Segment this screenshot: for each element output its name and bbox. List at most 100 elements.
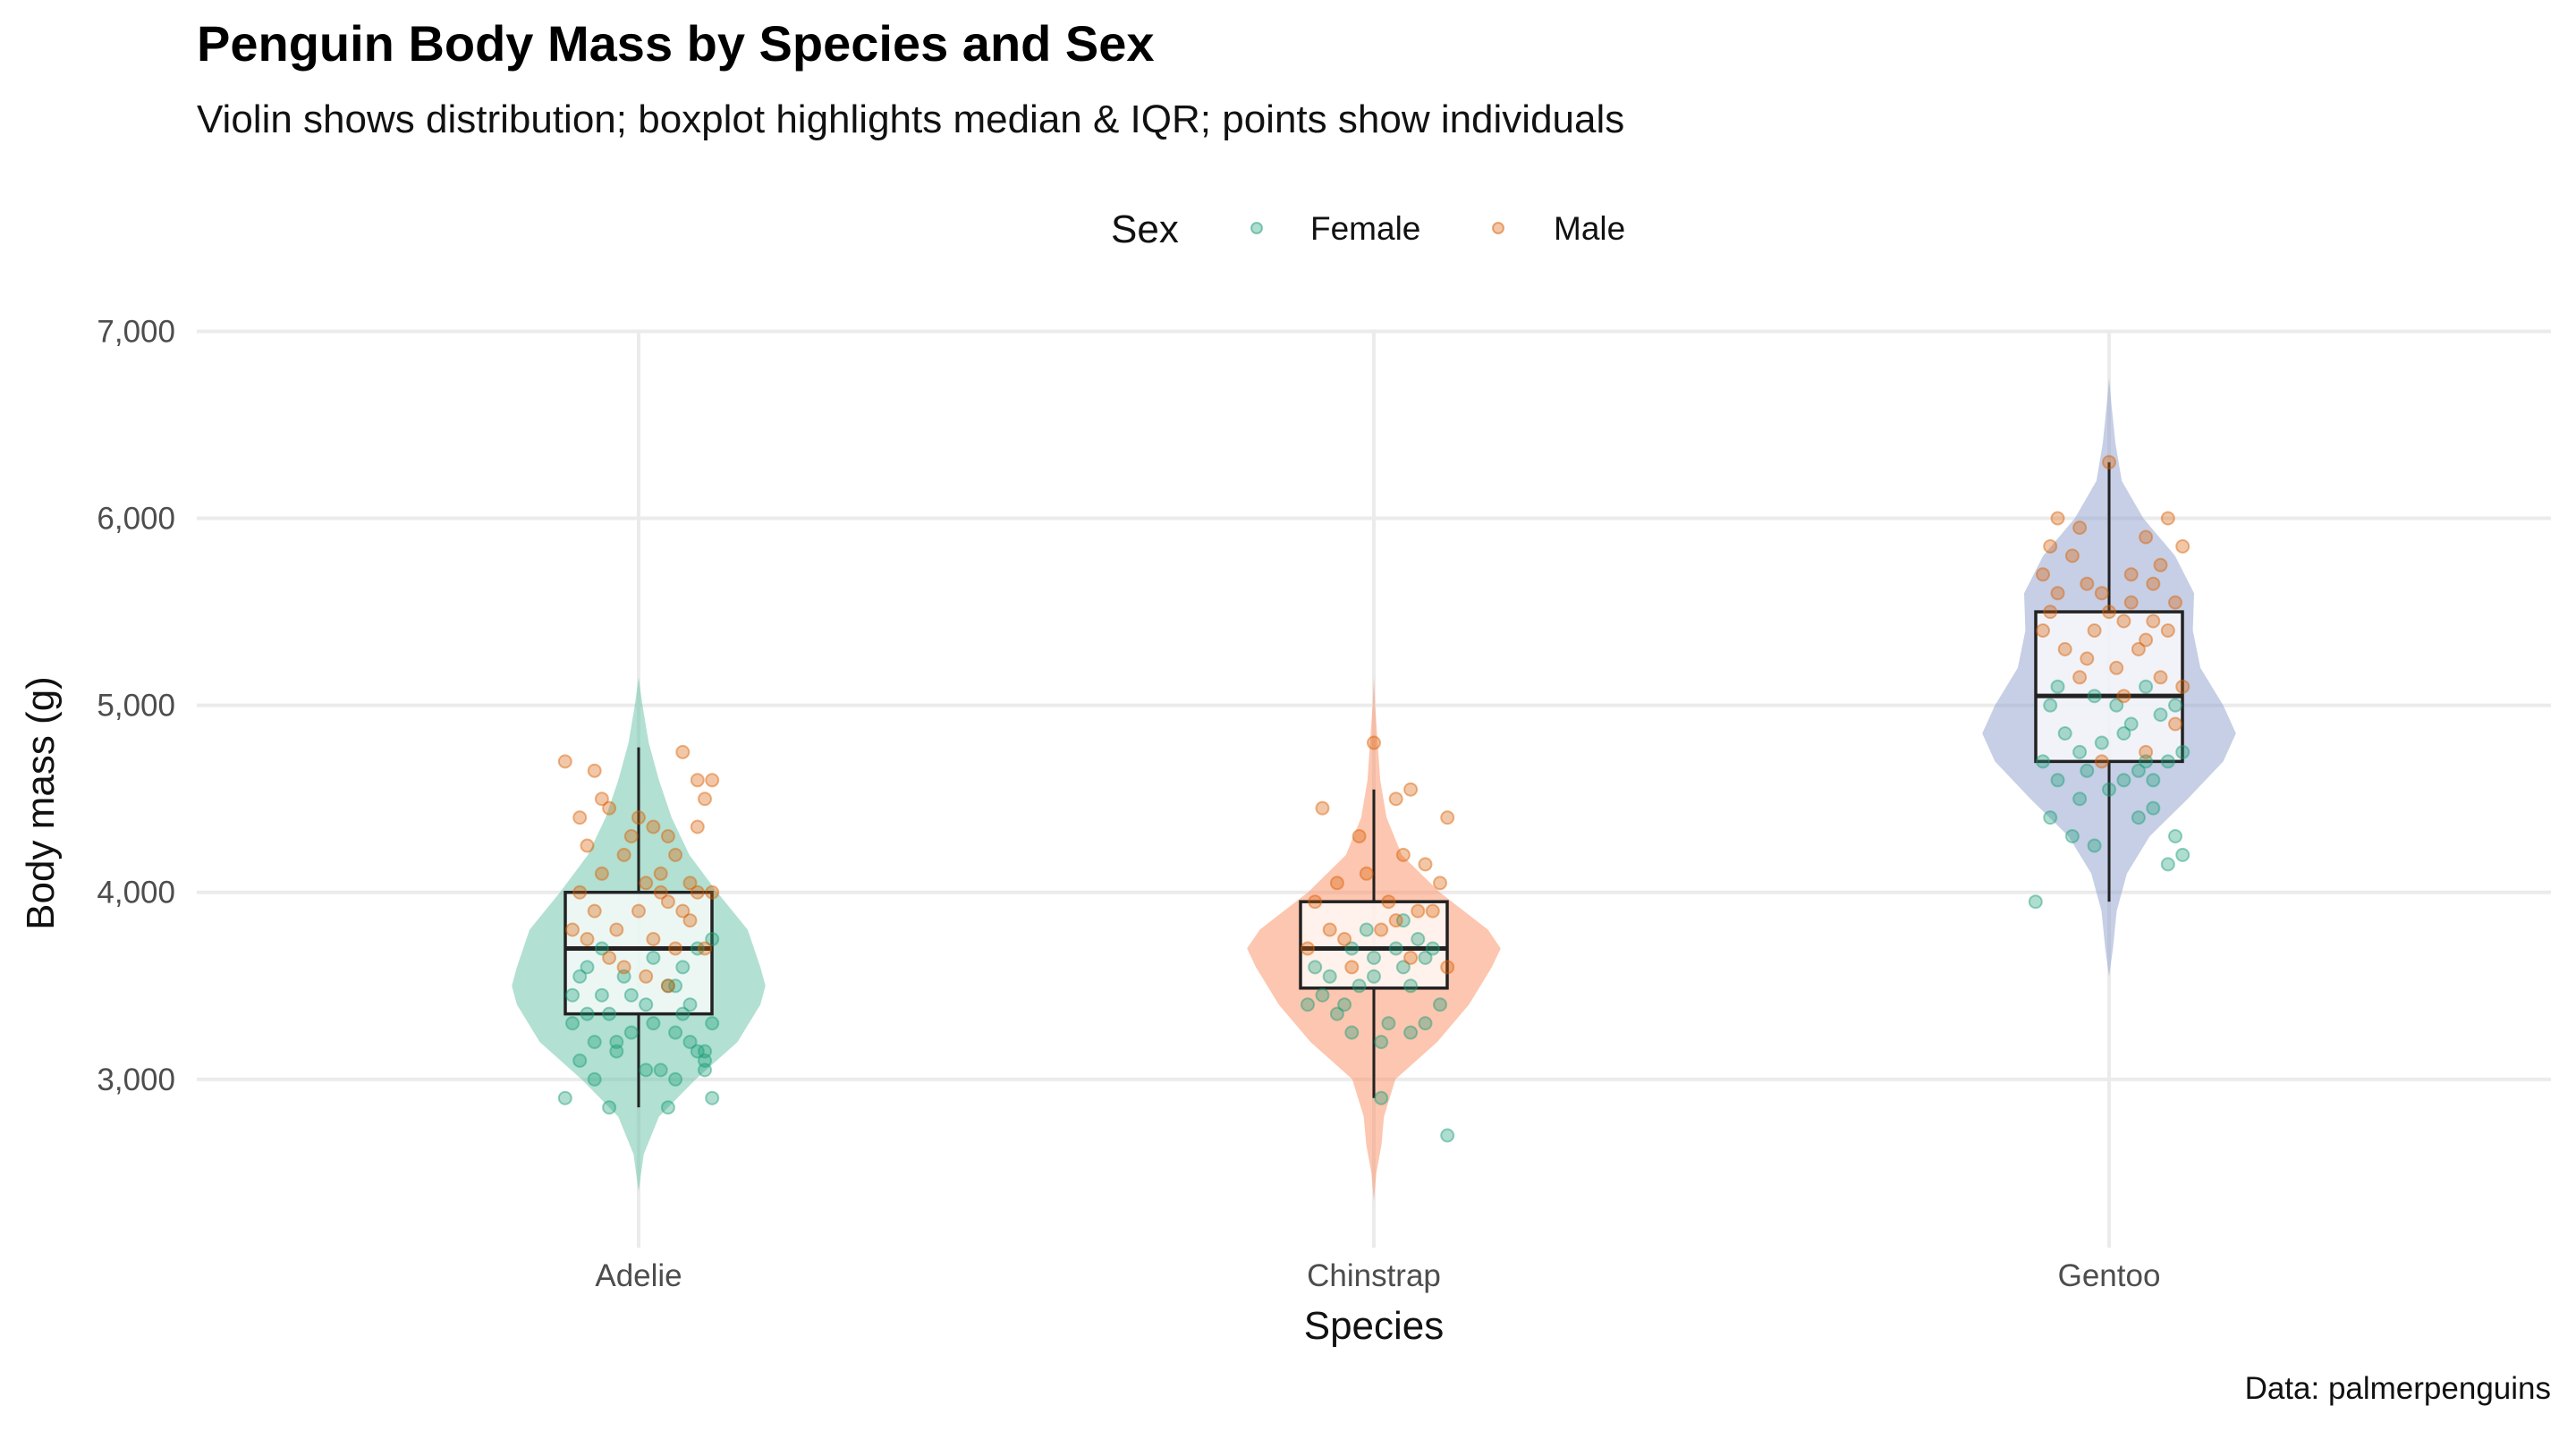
x-axis-title: Species <box>1304 1304 1445 1348</box>
legend-label-female: Female <box>1310 210 1420 247</box>
point-chinstrap-female-25 <box>1367 950 1381 965</box>
point-adelie-male-13 <box>616 847 631 862</box>
point-adelie-male-37 <box>616 960 631 975</box>
point-gentoo-male-4 <box>2139 529 2154 545</box>
point-gentoo-male-28 <box>2168 716 2182 732</box>
point-adelie-female-20 <box>616 969 631 984</box>
point-gentoo-male-31 <box>2094 754 2109 769</box>
point-adelie-female-22 <box>580 960 595 975</box>
point-chinstrap-female-7 <box>1381 1016 1396 1031</box>
point-chinstrap-male-7 <box>1418 857 1433 872</box>
point-gentoo-male-5 <box>2175 538 2190 554</box>
point-gentoo-female-13 <box>2116 773 2131 788</box>
point-chinstrap-male-11 <box>1411 903 1426 919</box>
point-gentoo-male-2 <box>2050 511 2065 526</box>
point-adelie-female-37 <box>587 1035 602 1049</box>
point-chinstrap-female-24 <box>1344 1025 1360 1040</box>
point-adelie-female-24 <box>690 941 705 956</box>
y-tick-label-3000: 3,000 <box>97 1063 175 1097</box>
point-chinstrap-female-2 <box>1367 969 1381 984</box>
point-gentoo-male-27 <box>2146 614 2161 629</box>
point-adelie-male-33 <box>698 941 712 956</box>
point-chinstrap-male-1 <box>1367 735 1381 750</box>
point-adelie-male-26 <box>623 829 639 843</box>
point-gentoo-female-20 <box>2057 726 2072 741</box>
point-adelie-female-29 <box>623 987 639 1003</box>
point-chinstrap-male-2 <box>1388 792 1403 807</box>
point-gentoo-female-16 <box>2036 754 2050 769</box>
point-gentoo-male-30 <box>2116 689 2131 704</box>
point-adelie-female-38 <box>639 1063 654 1078</box>
point-adelie-male-11 <box>698 792 712 807</box>
point-gentoo-male-32 <box>2139 744 2154 759</box>
point-chinstrap-female-20 <box>1374 1090 1389 1105</box>
y-tick-label-6000: 6,000 <box>97 502 175 537</box>
point-gentoo-male-15 <box>2139 632 2154 648</box>
point-gentoo-male-12 <box>2043 605 2058 620</box>
point-adelie-male-35 <box>639 969 654 984</box>
point-gentoo-male-33 <box>2043 538 2058 554</box>
point-adelie-female-36 <box>698 1044 712 1059</box>
point-adelie-male-28 <box>682 913 698 928</box>
y-tick-label-5000: 5,000 <box>97 689 175 724</box>
chart-subtitle: Violin shows distribution; boxplot highl… <box>197 97 1624 141</box>
point-adelie-male-22 <box>639 876 654 891</box>
point-adelie-male-30 <box>646 932 661 946</box>
point-gentoo-male-23 <box>2036 623 2050 638</box>
point-adelie-male-29 <box>572 885 588 900</box>
point-chinstrap-male-0 <box>1315 800 1330 816</box>
point-gentoo-male-19 <box>2109 660 2124 675</box>
point-adelie-male-17 <box>631 903 646 919</box>
point-gentoo-female-25 <box>2087 689 2102 704</box>
point-adelie-female-27 <box>572 969 588 984</box>
point-adelie-male-7 <box>572 810 588 826</box>
point-chinstrap-female-0 <box>1337 997 1352 1012</box>
point-adelie-female-21 <box>675 960 691 975</box>
point-adelie-male-12 <box>580 838 595 853</box>
x-tick-label-gentoo: Gentoo <box>2058 1258 2161 1293</box>
x-axis: Adelie Chinstrap Gentoo <box>595 1258 2160 1293</box>
point-chinstrap-male-14 <box>1337 932 1352 946</box>
point-adelie-male-31 <box>668 941 683 956</box>
point-gentoo-female-9 <box>2146 800 2161 816</box>
point-adelie-male-20 <box>565 922 580 937</box>
point-chinstrap-female-8 <box>1403 1025 1419 1040</box>
point-gentoo-male-20 <box>2131 641 2146 656</box>
point-chinstrap-female-16 <box>1301 997 1315 1012</box>
point-gentoo-female-0 <box>2028 894 2043 910</box>
point-adelie-female-35 <box>609 1044 624 1059</box>
point-adelie-male-3 <box>660 829 675 843</box>
point-adelie-male-9 <box>646 819 661 834</box>
point-gentoo-male-6 <box>2036 567 2050 582</box>
point-adelie-male-27 <box>653 885 668 900</box>
point-chinstrap-female-12 <box>1344 941 1360 956</box>
point-gentoo-male-35 <box>2080 576 2095 591</box>
legend-key-female <box>1250 222 1263 234</box>
point-adelie-female-10 <box>698 1053 712 1068</box>
point-chinstrap-male-3 <box>1403 782 1419 797</box>
point-gentoo-female-26 <box>2131 763 2146 778</box>
point-adelie-female-14 <box>602 1100 617 1115</box>
caption: Data: palmerpenguins <box>2245 1371 2551 1406</box>
box-chinstrap <box>1299 900 1449 990</box>
legend: Sex Female Male <box>1111 207 1625 251</box>
point-gentoo-female-10 <box>2168 829 2182 843</box>
point-chinstrap-female-21 <box>1322 969 1337 984</box>
point-adelie-male-18 <box>660 894 675 910</box>
y-axis: 3,000 4,000 5,000 6,000 7,000 <box>97 314 175 1097</box>
y-axis-title: Body mass (g) <box>19 676 63 930</box>
point-chinstrap-female-13 <box>1411 932 1426 946</box>
point-gentoo-female-29 <box>2146 773 2161 788</box>
point-adelie-male-19 <box>690 885 705 900</box>
point-gentoo-female-2 <box>2043 810 2058 826</box>
point-chinstrap-female-4 <box>1418 950 1433 965</box>
point-chinstrap-male-15 <box>1374 922 1389 937</box>
point-adelie-female-15 <box>660 1100 675 1115</box>
point-chinstrap-male-10 <box>1381 894 1396 910</box>
point-gentoo-female-21 <box>2109 698 2124 713</box>
point-adelie-female-6 <box>609 1035 624 1049</box>
point-adelie-female-32 <box>646 1016 661 1031</box>
point-chinstrap-male-4 <box>1440 810 1455 826</box>
point-gentoo-female-17 <box>2094 735 2109 750</box>
